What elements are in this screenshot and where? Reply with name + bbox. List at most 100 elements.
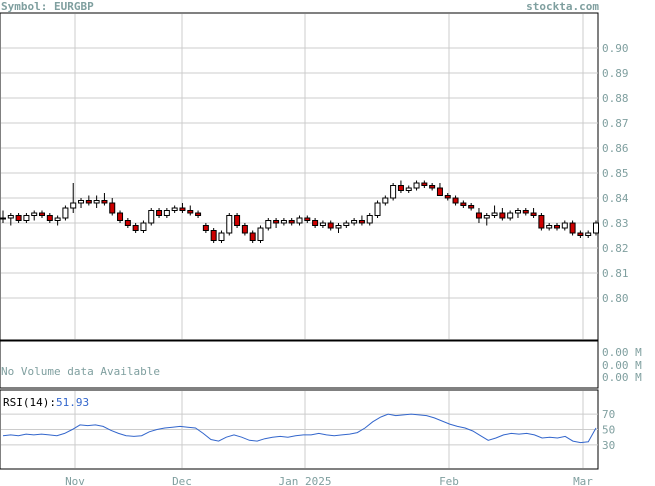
- candle: [132, 223, 139, 233]
- y-tick-label: 0.81: [602, 267, 629, 280]
- volume-panel-frame: [0, 340, 599, 389]
- candle-body: [436, 187, 443, 196]
- candle-body: [343, 222, 350, 226]
- rsi-tick-label: 50: [602, 424, 615, 437]
- candle: [522, 208, 529, 216]
- candle-body: [327, 222, 334, 229]
- candle: [538, 213, 545, 231]
- rsi-label-text: RSI(14):: [3, 396, 56, 409]
- candle: [0, 210, 6, 223]
- candle: [148, 208, 155, 226]
- candle: [452, 195, 459, 206]
- candle: [257, 225, 264, 243]
- candle: [171, 205, 178, 213]
- candle: [553, 223, 560, 231]
- candle-body: [249, 232, 256, 241]
- candle-body: [390, 185, 397, 199]
- candle-body: [132, 225, 139, 231]
- candle-body: [514, 210, 521, 214]
- price-grid: [1, 14, 598, 339]
- candle: [335, 223, 342, 233]
- candle-body: [265, 220, 272, 229]
- candle: [491, 205, 498, 218]
- candle: [319, 220, 326, 228]
- candle-body: [561, 222, 568, 229]
- candle-body: [382, 197, 389, 204]
- candle: [405, 185, 412, 193]
- candle-body: [475, 212, 482, 219]
- site-name: stockta.com: [526, 0, 599, 13]
- candle-body: [351, 220, 358, 224]
- y-tick-label: 0.86: [602, 142, 629, 155]
- candle: [179, 203, 186, 213]
- candle-body: [0, 217, 6, 220]
- candles: [0, 180, 599, 243]
- candle-body: [499, 212, 506, 219]
- rsi-value: 51.93: [56, 396, 89, 409]
- candle-body: [117, 212, 124, 221]
- candle: [390, 183, 397, 201]
- candle: [343, 220, 350, 228]
- candle-body: [31, 212, 38, 216]
- candle-body: [124, 220, 131, 226]
- candle: [31, 210, 38, 221]
- candle-body: [109, 202, 116, 214]
- x-tick-label: Jan 2025: [279, 475, 332, 486]
- candle: [546, 223, 553, 231]
- y-tick-label: 0.84: [602, 192, 629, 205]
- candle: [351, 218, 358, 226]
- candle-body: [546, 225, 553, 229]
- rsi-line: [2, 413, 597, 444]
- candle: [514, 208, 521, 218]
- candle: [101, 193, 108, 206]
- candle: [530, 208, 537, 218]
- candle: [23, 213, 30, 223]
- candle-body: [210, 230, 217, 241]
- candle-body: [577, 232, 584, 236]
- candle-body: [23, 215, 30, 221]
- candle: [218, 230, 225, 243]
- candle-body: [296, 217, 303, 224]
- y-tick-label: 0.88: [602, 92, 629, 105]
- candle-body: [374, 202, 381, 216]
- candle-body: [85, 200, 92, 204]
- candle: [70, 183, 77, 213]
- x-tick-label: Mar: [573, 475, 593, 486]
- candle-body: [257, 227, 264, 241]
- candle: [156, 208, 163, 218]
- candle: [85, 195, 92, 206]
- candle: [15, 213, 22, 223]
- candle: [312, 218, 319, 228]
- candle-body: [93, 200, 100, 204]
- candle: [288, 218, 295, 226]
- symbol-label: Symbol: EURGBP: [1, 0, 94, 13]
- candle: [54, 215, 61, 226]
- candle: [109, 198, 116, 216]
- candle: [569, 220, 576, 236]
- candle-body: [171, 207, 178, 211]
- price-y-ticks: 0.90 0.89 0.88 0.87 0.86 0.85 0.84 0.83 0.82 0.81…: [602, 42, 629, 305]
- candle: [397, 180, 404, 193]
- candle: [468, 203, 475, 211]
- candle-body: [15, 215, 22, 221]
- candle-body: [218, 232, 225, 241]
- candle-body: [522, 210, 529, 214]
- y-tick-label: 0.87: [602, 117, 629, 130]
- candle: [374, 200, 381, 218]
- candle-body: [62, 207, 69, 219]
- candle-body: [468, 205, 475, 209]
- candle-body: [429, 185, 436, 189]
- candle-body: [195, 212, 202, 216]
- candle: [577, 230, 584, 238]
- candle: [210, 228, 217, 243]
- candle-body: [530, 212, 537, 216]
- y-tick-label: 0.85: [602, 167, 629, 180]
- candle: [460, 200, 467, 208]
- candle: [421, 180, 428, 188]
- candle: [78, 198, 85, 208]
- x-tick-label: Feb: [439, 475, 459, 486]
- x-tick-label: Nov: [65, 475, 85, 486]
- candle-body: [312, 220, 319, 226]
- candle: [483, 213, 490, 226]
- candle: [46, 213, 53, 223]
